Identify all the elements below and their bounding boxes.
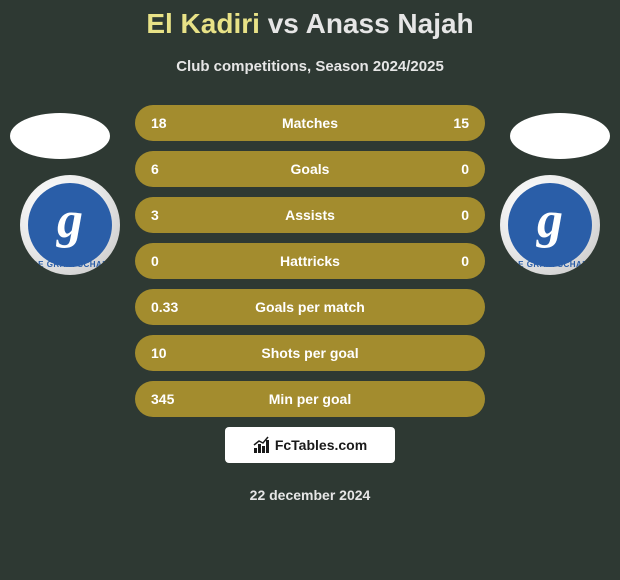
content-area: g DE GRAAFSCHAP g DE GRAAFSCHAP 18 Match… xyxy=(0,105,620,503)
stat-row: 6 Goals 0 xyxy=(135,151,485,187)
club-logo-inner: g xyxy=(28,183,112,267)
stat-right-value: 0 xyxy=(409,207,469,223)
stat-right-value: 15 xyxy=(409,115,469,131)
branding-box[interactable]: FcTables.com xyxy=(225,427,395,463)
header: El Kadiri vs Anass Najah Club competitio… xyxy=(0,0,620,75)
stat-row: 3 Assists 0 xyxy=(135,197,485,233)
player2-name: Anass Najah xyxy=(306,8,474,39)
stat-label: Matches xyxy=(211,115,409,131)
branding-text: FcTables.com xyxy=(275,437,367,453)
stat-right-value: 0 xyxy=(409,253,469,269)
stat-left-value: 18 xyxy=(151,115,211,131)
date-text: 22 december 2024 xyxy=(0,487,620,503)
stat-row: 0 Hattricks 0 xyxy=(135,243,485,279)
stat-left-value: 0.33 xyxy=(151,299,211,315)
club-logo-text: DE GRAAFSCHAP xyxy=(500,260,600,269)
club-logo-letter: g xyxy=(537,195,563,247)
stats-container: 18 Matches 15 6 Goals 0 3 Assists 0 0 Ha… xyxy=(135,105,485,417)
stat-label: Min per goal xyxy=(211,391,409,407)
stat-right-value: 0 xyxy=(409,161,469,177)
player1-name: El Kadiri xyxy=(146,8,260,39)
player2-photo-placeholder xyxy=(510,113,610,159)
stat-label: Hattricks xyxy=(211,253,409,269)
club-logo-circle: g DE GRAAFSCHAP xyxy=(20,175,120,275)
comparison-title: El Kadiri vs Anass Najah xyxy=(0,8,620,40)
stat-left-value: 0 xyxy=(151,253,211,269)
stat-left-value: 6 xyxy=(151,161,211,177)
stat-label: Assists xyxy=(211,207,409,223)
stat-left-value: 10 xyxy=(151,345,211,361)
player1-photo-placeholder xyxy=(10,113,110,159)
stat-label: Goals per match xyxy=(211,299,409,315)
stat-left-value: 3 xyxy=(151,207,211,223)
stat-row: 345 Min per goal xyxy=(135,381,485,417)
club-logo-inner: g xyxy=(508,183,592,267)
vs-text: vs xyxy=(268,8,299,39)
stat-label: Shots per goal xyxy=(211,345,409,361)
player2-club-logo: g DE GRAAFSCHAP xyxy=(500,175,600,275)
stat-row: 10 Shots per goal xyxy=(135,335,485,371)
chart-icon xyxy=(253,436,271,454)
stat-left-value: 345 xyxy=(151,391,211,407)
club-logo-text: DE GRAAFSCHAP xyxy=(20,260,120,269)
stat-label: Goals xyxy=(211,161,409,177)
stat-row: 18 Matches 15 xyxy=(135,105,485,141)
subtitle: Club competitions, Season 2024/2025 xyxy=(0,58,620,75)
stat-row: 0.33 Goals per match xyxy=(135,289,485,325)
player1-club-logo: g DE GRAAFSCHAP xyxy=(20,175,120,275)
club-logo-letter: g xyxy=(57,195,83,247)
club-logo-circle: g DE GRAAFSCHAP xyxy=(500,175,600,275)
